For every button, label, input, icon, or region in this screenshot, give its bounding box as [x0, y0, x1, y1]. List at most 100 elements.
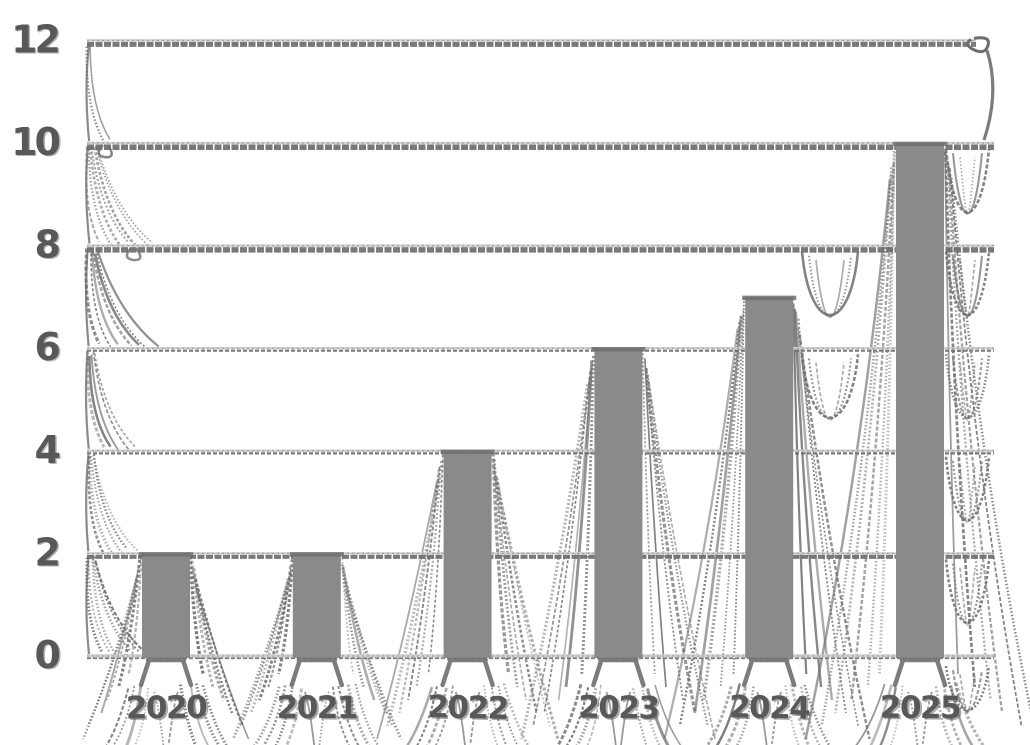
- sketch-stroke: [195, 586, 250, 740]
- x-tick-label-2023: 2023: [578, 689, 659, 726]
- y-tick-label-4: 4: [36, 429, 61, 473]
- sketch-stroke: [85, 454, 90, 552]
- sketch-stroke: [88, 355, 112, 448]
- sketch-stroke: [191, 568, 226, 701]
- sketch-stroke: [770, 691, 783, 745]
- sketch-stroke: [784, 685, 800, 745]
- sketch-stroke: [663, 328, 739, 740]
- sketch-stroke: [532, 377, 591, 727]
- sketch-stroke: [345, 590, 403, 740]
- x-tick-label-2025: 2025: [880, 690, 961, 727]
- sketch-stroke: [982, 49, 995, 141]
- sketch-stroke: [798, 334, 871, 740]
- sketch-stroke: [415, 461, 443, 688]
- sketch-stroke: [855, 683, 886, 745]
- sketch-stroke: [792, 303, 808, 675]
- sketch-stroke: [834, 167, 893, 714]
- sketch-stroke: [496, 478, 551, 727]
- sketch-stroke: [879, 687, 897, 745]
- sketch-stroke: [678, 322, 741, 727]
- sketch-stroke: [820, 174, 893, 727]
- sketch-stroke: [454, 691, 466, 745]
- sketch-stroke: [257, 572, 292, 701]
- sketch-stroke: [803, 684, 831, 745]
- sketch-stroke: [90, 253, 112, 348]
- sketch-stroke: [495, 476, 538, 714]
- sketch-stroke: [620, 691, 632, 745]
- sketch-stroke: [586, 684, 602, 745]
- sketch-stroke: [790, 683, 810, 745]
- y-tick-label-2: 2: [35, 530, 59, 574]
- sketch-stroke: [732, 297, 745, 675]
- sketch-stroke: [82, 589, 138, 740]
- sketch-stroke: [87, 456, 114, 555]
- sketch-stroke: [950, 177, 1030, 713]
- sketch-u-stroke: [959, 674, 976, 713]
- sketch-u-stroke: [807, 255, 853, 318]
- sketch-stroke: [575, 688, 598, 745]
- sketch-stroke: [705, 685, 733, 745]
- sketch-stroke: [580, 356, 595, 675]
- y-tick-label-10: 10: [11, 120, 59, 164]
- sketch-stroke: [337, 685, 360, 745]
- sketch-stroke: [91, 555, 132, 653]
- sketch-stroke: [946, 158, 992, 701]
- y-tick-label-2: 2: [36, 531, 60, 575]
- sketch-stroke: [90, 147, 130, 244]
- sketch-stroke: [385, 477, 441, 727]
- sketch-stroke: [648, 381, 716, 740]
- y-tick-label-0: 0: [35, 633, 60, 677]
- sketch-u-stroke: [959, 259, 976, 318]
- sketch-stroke: [201, 685, 228, 745]
- sketch-stroke: [285, 688, 303, 745]
- sketch-stroke: [178, 684, 198, 745]
- bar-neck-scribble: [138, 657, 194, 688]
- bar-2025: [896, 143, 944, 658]
- sketch-stroke: [96, 146, 153, 244]
- sketch-stroke: [354, 683, 380, 745]
- sketch-stroke: [954, 682, 985, 745]
- sketch-stroke: [346, 684, 371, 745]
- sketch-curl: [125, 247, 142, 262]
- sketch-stroke: [794, 311, 834, 701]
- sketch-stroke: [91, 251, 133, 347]
- sketch-stroke: [84, 249, 90, 347]
- x-tick-label-2021: 2021: [277, 690, 357, 726]
- sketch-stroke: [426, 687, 448, 745]
- y-tick-label-10: 10: [13, 121, 61, 165]
- sketch-u-stroke: [959, 157, 976, 216]
- sketch-stroke: [469, 691, 481, 745]
- sketch-curl: [97, 144, 113, 159]
- sketch-stroke: [735, 686, 755, 745]
- sketch-stroke: [427, 454, 444, 675]
- sketch-stroke: [646, 374, 709, 727]
- sketch-stroke: [253, 686, 281, 745]
- sketch-stroke: [194, 683, 221, 745]
- sketch-stroke: [262, 685, 287, 745]
- sketch-u-stroke: [959, 465, 976, 523]
- bar-2022: [443, 450, 492, 658]
- sketch-u-stroke: [944, 251, 991, 317]
- sketch-stroke: [85, 146, 100, 243]
- sketch-stroke: [94, 561, 148, 655]
- y-tick-label-4: 4: [35, 428, 60, 472]
- y-tick-label-6: 6: [35, 325, 60, 369]
- bar-neck-scribble: [591, 657, 646, 688]
- sketch-stroke: [948, 167, 1023, 727]
- sketch-stroke: [188, 556, 205, 675]
- y-tick-label-8: 8: [36, 224, 61, 268]
- y-tick-label-6: 6: [36, 326, 61, 370]
- sketch-curl: [966, 36, 990, 54]
- sketch-stroke: [117, 559, 142, 688]
- sketch-stroke: [231, 587, 288, 740]
- sketch-scribbles: [82, 43, 1030, 745]
- sketch-u-stroke: [959, 567, 976, 626]
- sketch-stroke: [85, 46, 106, 144]
- y-tick-label-12: 12: [11, 17, 58, 61]
- sketch-stroke: [942, 684, 963, 745]
- sketch-stroke: [90, 248, 119, 345]
- sketch-stroke: [715, 683, 742, 745]
- y-tick-label-0: 0: [36, 634, 61, 678]
